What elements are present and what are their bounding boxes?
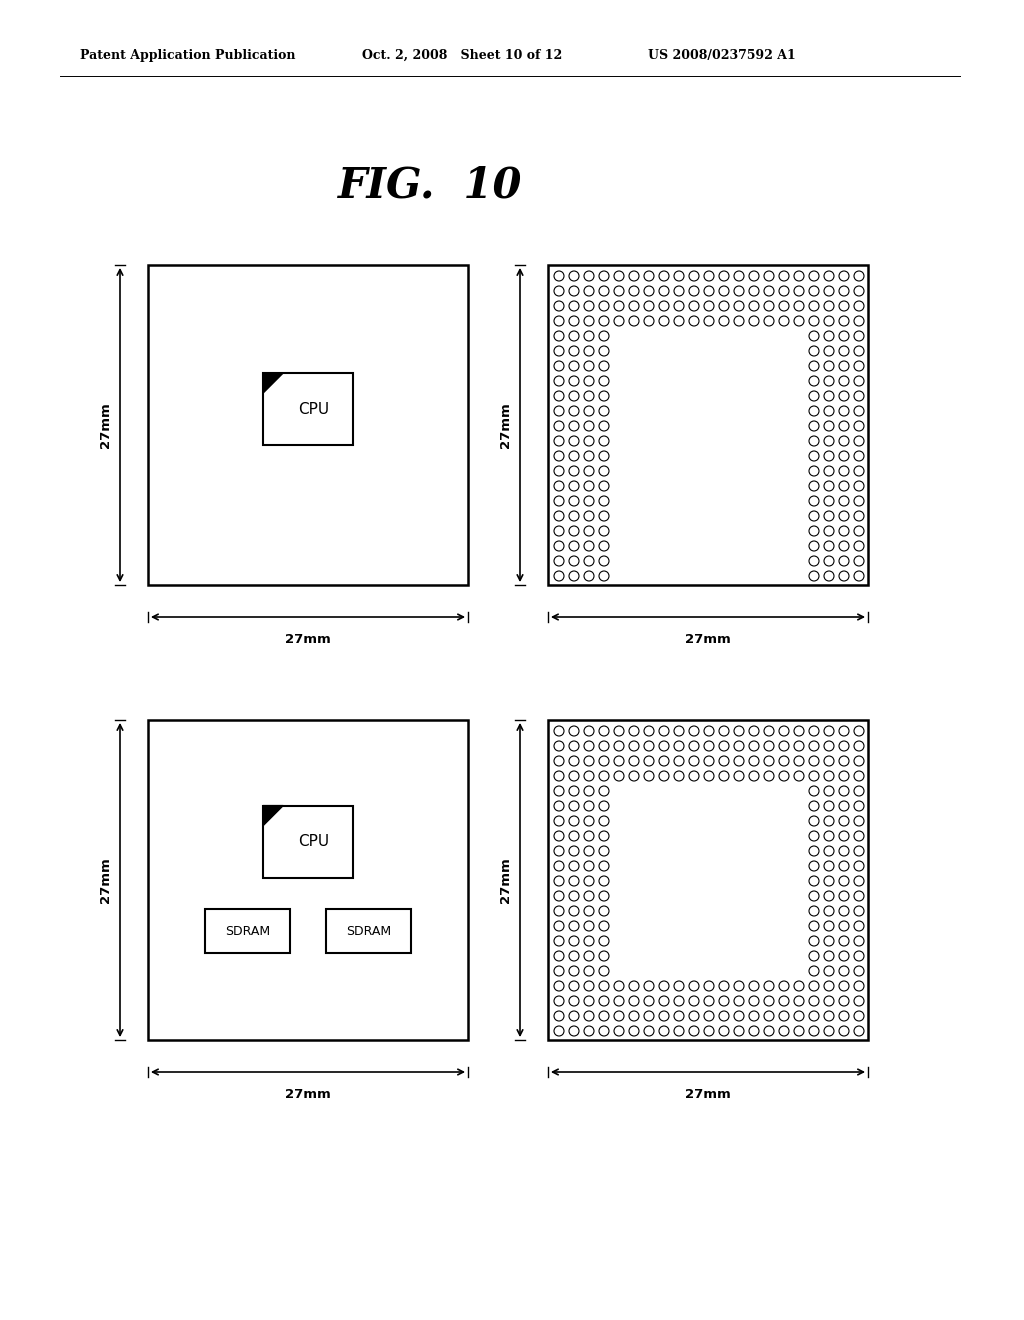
Bar [548, 265, 868, 585]
Text: 27mm: 27mm [685, 1088, 731, 1101]
Text: Oct. 2, 2008   Sheet 10 of 12: Oct. 2, 2008 Sheet 10 of 12 [362, 49, 562, 62]
Text: 27mm: 27mm [500, 857, 512, 903]
Text: 27mm: 27mm [500, 403, 512, 447]
Bar [148, 265, 468, 585]
Polygon shape [263, 805, 284, 826]
Text: FIG.  10: FIG. 10 [338, 164, 522, 206]
Bar [548, 719, 868, 1040]
Bar [327, 909, 412, 953]
Text: 27mm: 27mm [285, 1088, 331, 1101]
Text: SDRAM: SDRAM [346, 925, 391, 937]
Polygon shape [263, 374, 284, 393]
Text: 27mm: 27mm [285, 634, 331, 645]
Text: Patent Application Publication: Patent Application Publication [80, 49, 296, 62]
Text: 27mm: 27mm [99, 403, 113, 447]
Bar [263, 805, 353, 878]
Text: CPU: CPU [298, 834, 329, 849]
Bar [148, 719, 468, 1040]
Bar [205, 909, 290, 953]
Text: SDRAM: SDRAM [224, 925, 269, 937]
Bar [263, 374, 353, 445]
Text: 27mm: 27mm [99, 857, 113, 903]
Text: CPU: CPU [298, 401, 329, 417]
Text: 27mm: 27mm [685, 634, 731, 645]
Text: US 2008/0237592 A1: US 2008/0237592 A1 [648, 49, 796, 62]
